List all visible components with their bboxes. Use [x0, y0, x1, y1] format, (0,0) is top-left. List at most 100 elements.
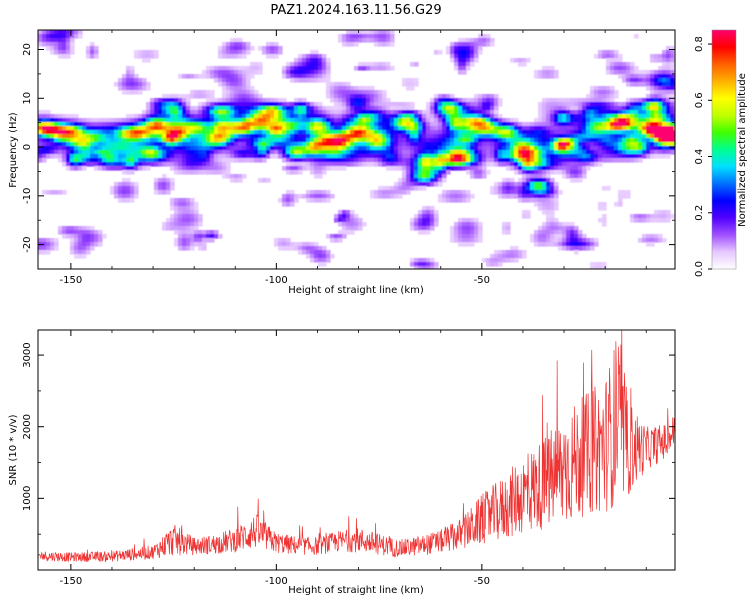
- heatmap-cell: [186, 206, 191, 211]
- heatmap-cell: [382, 98, 387, 103]
- heatmap-cell: [490, 122, 495, 127]
- heatmap-cell: [502, 230, 507, 235]
- heatmap-cell: [298, 58, 303, 63]
- heatmap-cell: [438, 118, 443, 123]
- heatmap-cell: [562, 98, 567, 103]
- heatmap-cell: [318, 118, 323, 123]
- heatmap-cell: [362, 222, 367, 227]
- heatmap-cell: [262, 158, 267, 163]
- heatmap-cell: [670, 138, 675, 143]
- heatmap-cell: [442, 114, 447, 119]
- heatmap-cell: [530, 174, 535, 179]
- heatmap-cell: [430, 98, 435, 103]
- heatmap-cell: [670, 46, 675, 51]
- heatmap-cell: [418, 226, 423, 231]
- heatmap-cell: [462, 118, 467, 123]
- heatmap-cell: [270, 102, 275, 107]
- heatmap-cell: [290, 198, 295, 203]
- heatmap-cell: [246, 142, 251, 147]
- heatmap-cell: [78, 118, 83, 123]
- heatmap-cell: [222, 138, 227, 143]
- heatmap-cell: [554, 118, 559, 123]
- heatmap-cell: [90, 246, 95, 251]
- heatmap-cell: [542, 190, 547, 195]
- heatmap-cell: [166, 94, 171, 99]
- heatmap-cell: [134, 146, 139, 151]
- heatmap-cell: [370, 138, 375, 143]
- heatmap-cell: [658, 78, 663, 83]
- heatmap-cell: [354, 106, 359, 111]
- heatmap-cell: [510, 138, 515, 143]
- heatmap-cell: [294, 118, 299, 123]
- heatmap-cell: [198, 162, 203, 167]
- heatmap-cell: [458, 130, 463, 135]
- heatmap-cell: [394, 166, 399, 171]
- heatmap-cell: [558, 118, 563, 123]
- heatmap-cell: [170, 166, 175, 171]
- heatmap-cell: [614, 158, 619, 163]
- heatmap-cell: [286, 142, 291, 147]
- heatmap-cell: [402, 146, 407, 151]
- heatmap-cell: [454, 162, 459, 167]
- heatmap-cell: [586, 158, 591, 163]
- heatmap-cell: [306, 194, 311, 199]
- heatmap-cell: [166, 222, 171, 227]
- heatmap-cell: [510, 186, 515, 191]
- heatmap-cell: [622, 106, 627, 111]
- heatmap-cell: [538, 170, 543, 175]
- heatmap-cell: [382, 122, 387, 127]
- heatmap-cell: [174, 146, 179, 151]
- heatmap-cell: [646, 118, 651, 123]
- heatmap-cell: [490, 162, 495, 167]
- heatmap-cell: [546, 66, 551, 71]
- heatmap-cell: [414, 170, 419, 175]
- heatmap-cell: [406, 182, 411, 187]
- colorbar-gradient: [712, 30, 736, 269]
- heatmap-cell: [542, 146, 547, 151]
- heatmap-cell: [362, 130, 367, 135]
- heatmap-cell: [274, 102, 279, 107]
- heatmap-cell: [510, 190, 515, 195]
- heatmap-cell: [250, 102, 255, 107]
- heatmap-cell: [50, 38, 55, 43]
- heatmap-cell: [214, 70, 219, 75]
- heatmap-cell: [118, 198, 123, 203]
- heatmap-cell: [482, 166, 487, 171]
- heatmap-cell: [222, 142, 227, 147]
- heatmap-cell: [450, 194, 455, 199]
- heatmap-cell: [438, 170, 443, 175]
- heatmap-cell: [570, 230, 575, 235]
- heatmap-cell: [434, 118, 439, 123]
- heatmap-cell: [194, 242, 199, 247]
- heatmap-cell: [170, 186, 175, 191]
- heatmap-cell: [542, 106, 547, 111]
- heatmap-cell: [426, 118, 431, 123]
- heatmap-cell: [438, 110, 443, 115]
- heatmap-cell: [510, 154, 515, 159]
- heatmap-cell: [66, 166, 71, 171]
- heatmap-cell: [38, 142, 43, 147]
- heatmap-cell: [474, 58, 479, 63]
- heatmap-cell: [146, 134, 151, 139]
- heatmap-cell: [82, 166, 87, 171]
- heatmap-cell: [118, 118, 123, 123]
- heatmap-cell: [350, 214, 355, 219]
- heatmap-cell: [602, 154, 607, 159]
- heatmap-cell: [338, 118, 343, 123]
- heatmap-cell: [338, 138, 343, 143]
- heatmap-cell: [254, 98, 259, 103]
- heatmap-cell: [538, 142, 543, 147]
- heatmap-cell: [286, 138, 291, 143]
- heatmap-cell: [142, 134, 147, 139]
- heatmap-cell: [602, 106, 607, 111]
- heatmap-cell: [278, 134, 283, 139]
- heatmap-cell: [554, 122, 559, 127]
- heatmap-cell: [270, 98, 275, 103]
- spectrogram-x-tick-label: -100: [265, 275, 288, 286]
- heatmap-cell: [438, 198, 443, 203]
- heatmap-cell: [246, 98, 251, 103]
- heatmap-cell: [486, 126, 491, 131]
- heatmap-cell: [418, 142, 423, 147]
- heatmap-cell: [250, 74, 255, 79]
- heatmap-cell: [594, 146, 599, 151]
